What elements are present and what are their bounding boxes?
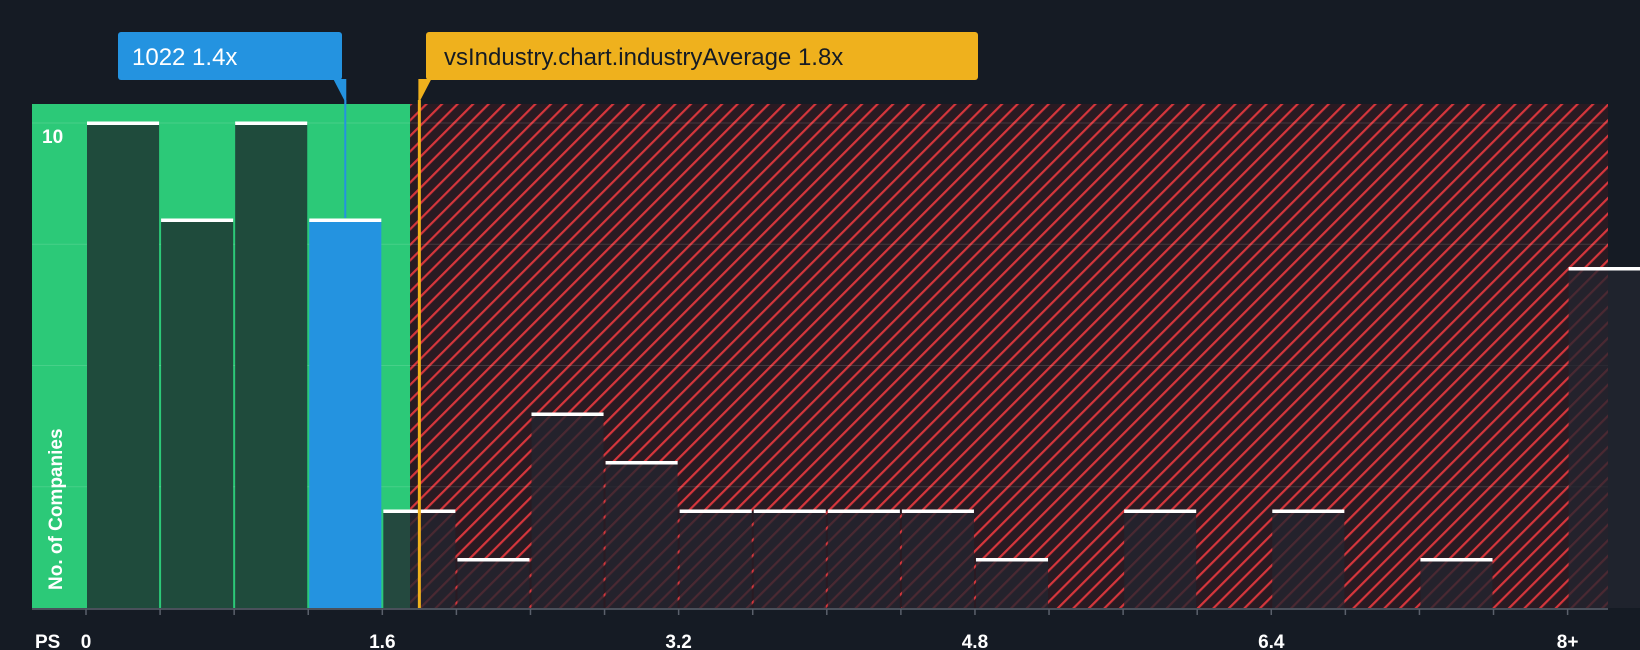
histogram-bar-top	[1420, 558, 1493, 562]
industry-callout-box	[426, 32, 978, 80]
histogram-bar-top	[1568, 267, 1640, 271]
x-tick-label: 3.2	[665, 632, 691, 650]
histogram-bar	[901, 511, 974, 608]
histogram-bar	[161, 220, 234, 608]
histogram-bar	[679, 511, 752, 608]
histogram-bar-top	[309, 218, 382, 222]
x-tick-label: 1.6	[369, 632, 395, 650]
histogram-bar-top	[457, 558, 530, 562]
industry-callout-label: vsIndustry.chart.industryAverage 1.8x	[444, 44, 843, 71]
histogram-bar	[309, 220, 382, 608]
histogram-bar-top	[161, 218, 234, 222]
histogram-bar-top	[605, 461, 678, 465]
y-axis-label: No. of Companies	[46, 428, 67, 590]
company-callout-label: 1022 1.4x	[132, 44, 237, 71]
histogram-bar	[827, 511, 900, 608]
histogram-bar	[1272, 511, 1345, 608]
histogram-bar-top	[1124, 509, 1197, 513]
y-tick-label: 10	[42, 127, 63, 148]
histogram-bar-top	[235, 121, 308, 125]
histogram-bar	[531, 414, 604, 608]
histogram-bar-top	[901, 509, 974, 513]
histogram-bars	[87, 121, 1640, 608]
histogram-bar	[235, 123, 308, 608]
industry-callout-pointer	[418, 79, 432, 104]
histogram-bar	[753, 511, 826, 608]
histogram-bar-top	[753, 509, 826, 513]
x-axis-ticks: 0 1.6 3.2 4.8 6.4 8+	[81, 609, 1579, 650]
histogram-bar	[457, 559, 530, 608]
histogram-bar	[975, 559, 1049, 608]
histogram-bar	[1420, 559, 1493, 608]
histogram-bar	[1124, 511, 1197, 608]
reference-lines	[344, 100, 421, 608]
x-tick-label: 0	[81, 632, 92, 650]
histogram-bar-top	[679, 509, 752, 513]
histogram-bar-top	[1272, 509, 1345, 513]
histogram-bar	[1568, 268, 1640, 608]
x-tick-label: 6.4	[1258, 632, 1285, 650]
company-callout-pointer	[333, 79, 347, 104]
company-callout: 1022 1.4x	[118, 32, 347, 104]
histogram-bar-top	[531, 412, 604, 416]
x-tick-label: 8+	[1557, 632, 1579, 650]
histogram-bar	[87, 123, 160, 608]
x-axis-label: PS	[35, 632, 60, 650]
histogram-bar-top	[827, 509, 900, 513]
histogram-bar-top	[87, 121, 160, 125]
company-callout-box	[118, 32, 342, 80]
industry-average-callout: vsIndustry.chart.industryAverage 1.8x	[418, 32, 978, 104]
histogram-bar	[605, 462, 678, 608]
x-tick-label: 4.8	[962, 632, 988, 650]
histogram-bar-top	[975, 558, 1049, 562]
